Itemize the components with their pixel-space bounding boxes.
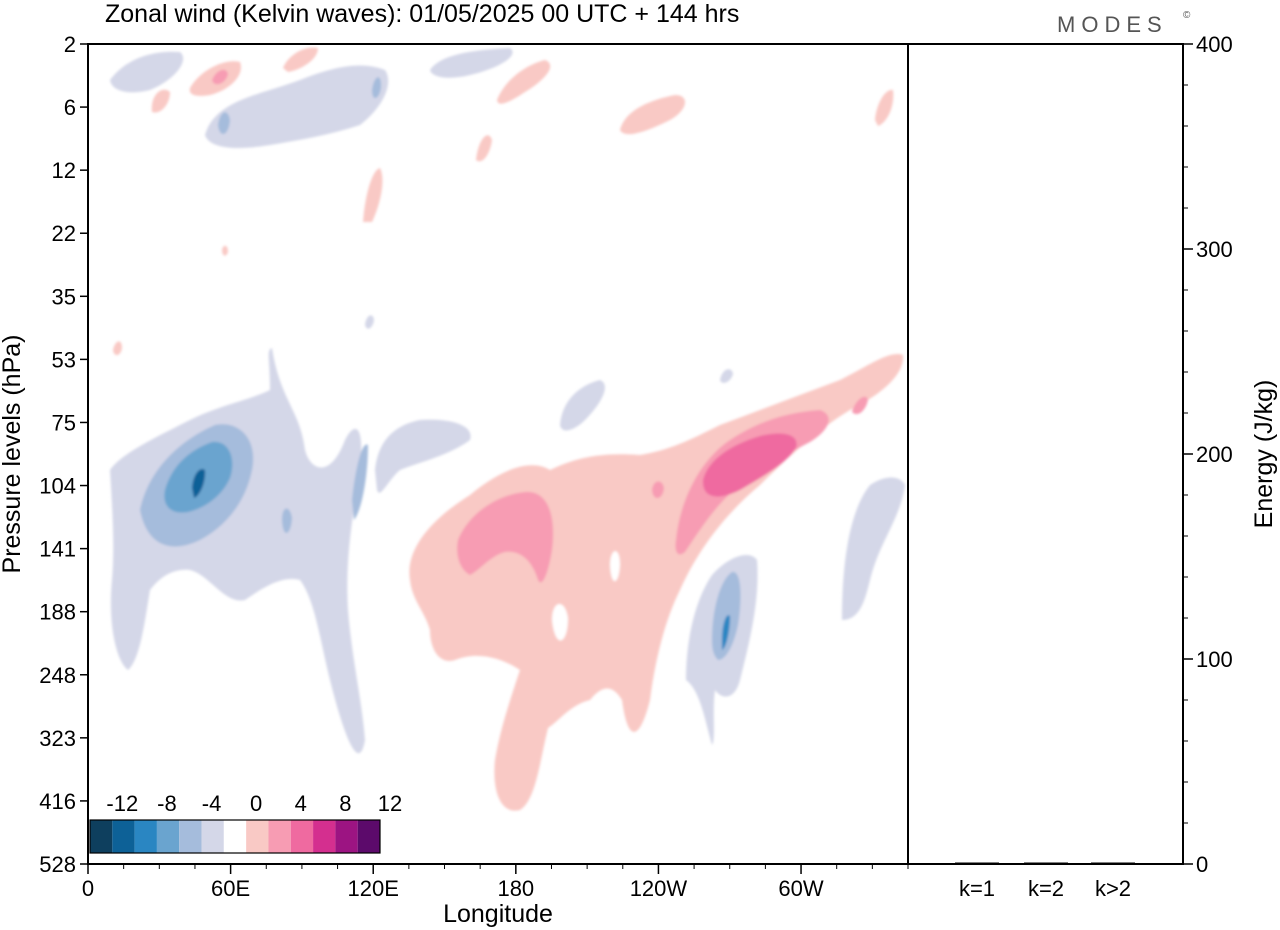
contour-negative-west-strip [375, 419, 471, 493]
contour-negative-east-level3 [722, 615, 730, 650]
energy-axis-label: Energy (J/kg) [1250, 380, 1278, 529]
colorbar-swatch [90, 820, 113, 853]
energy-category-label: k=2 [1028, 876, 1064, 901]
colorbar-swatch [112, 820, 135, 853]
y-axis: 2 6 12 22 35 53 75 104 141 188 248 323 416 528 [39, 32, 88, 877]
colorbar-swatch [201, 820, 224, 853]
contour-positive-upper-2 [283, 47, 318, 72]
colorbar-label: -4 [202, 791, 222, 816]
colorbar-swatch [179, 820, 202, 853]
contour-negative-upper-2 [110, 51, 184, 93]
contour-speck-3 [365, 315, 374, 329]
colorbar: -12 -8 -4 0 4 8 12 [89, 791, 402, 854]
y-tick-label: 6 [64, 95, 76, 120]
x-tick-label: 60W [778, 876, 823, 901]
energy-tick-label: 0 [1196, 852, 1208, 877]
contour-field [110, 47, 905, 811]
energy-tick-label: 100 [1196, 647, 1233, 672]
energy-category-label: k>2 [1095, 876, 1131, 901]
colorbar-swatch [357, 820, 380, 853]
contour-negative-upper-core [218, 112, 230, 135]
contour-positive-level2-west [457, 491, 554, 583]
x-axis: 0 60E 120E 180 120W 60W [82, 864, 909, 901]
energy-tick-label: 400 [1196, 32, 1233, 57]
y-tick-label: 416 [39, 789, 76, 814]
contour-positive-level3-east [702, 433, 797, 497]
colorbar-label: 0 [250, 791, 262, 816]
colorbar-label: 4 [295, 791, 307, 816]
colorbar-frame [89, 819, 381, 854]
energy-bar [1024, 862, 1068, 864]
y-tick-label: 53 [52, 347, 76, 372]
y-tick-label: 104 [39, 474, 76, 499]
colorbar-swatch [313, 820, 336, 853]
contour-speck-4 [720, 369, 733, 383]
x-axis-label: Longitude [443, 900, 553, 928]
x-tick-label: 60E [211, 876, 250, 901]
colorbar-swatch [335, 820, 358, 853]
colorbar-swatch [223, 820, 247, 853]
colorbar-swatch [290, 820, 314, 853]
colorbar-label: 12 [378, 791, 402, 816]
y-tick-label: 12 [52, 158, 76, 183]
contour-positive-main-hole-1 [552, 603, 568, 641]
energy-tick-label: 300 [1196, 237, 1233, 262]
y-tick-label: 323 [39, 726, 76, 751]
colorbar-label: -12 [106, 791, 138, 816]
colorbar-label: -8 [157, 791, 177, 816]
y-tick-label: 75 [52, 410, 76, 435]
colorbar-swatch [268, 820, 291, 853]
contour-positive-level2-small [852, 396, 868, 415]
y-tick-label: 248 [39, 663, 76, 688]
y-tick-label: 2 [64, 32, 76, 57]
energy-bar [1091, 862, 1135, 864]
x-tick-label: 120W [630, 876, 688, 901]
contour-positive-mid-1 [363, 168, 383, 222]
contour-negative-west-strip-core [352, 444, 368, 520]
contour-positive-main [409, 354, 904, 811]
y-tick-label: 35 [52, 284, 76, 309]
contour-speck-1 [113, 341, 122, 356]
contour-speck-2 [222, 245, 228, 256]
colorbar-label: 8 [339, 791, 351, 816]
contour-negative-upper [205, 65, 389, 148]
contour-negative-west-level4 [192, 468, 206, 498]
x-tick-label: 0 [82, 876, 94, 901]
colorbar-swatch [246, 820, 269, 853]
contour-positive-upper-3 [151, 89, 170, 113]
contour-negative-upper-core-2 [372, 77, 382, 99]
contour-positive-upper-4 [497, 60, 551, 104]
contour-positive-upper-7 [476, 135, 492, 162]
y-tick-label: 22 [52, 221, 76, 246]
contour-positive-level2-dot [652, 481, 664, 499]
contour-negative-west [110, 348, 365, 754]
energy-panel-frame [907, 43, 1184, 865]
contour-negative-west-dot [282, 508, 292, 533]
energy-bar [955, 862, 999, 864]
brand-logo: MODES [1057, 12, 1168, 37]
contour-negative-east-level2 [712, 571, 741, 660]
contour-positive-upper-6 [875, 89, 894, 126]
colorbar-swatch [134, 820, 157, 853]
y-tick-label: 141 [39, 537, 76, 562]
contour-positive-main-hole-2 [610, 551, 620, 582]
colorbar-swatch [156, 820, 180, 853]
energy-bar-chart: 0 100 200 300 400 k=1 k=2 k>2 [955, 32, 1233, 901]
chart-title: Zonal wind (Kelvin waves): 01/05/2025 00… [105, 0, 739, 28]
contour-negative-east-3 [560, 380, 605, 431]
contour-positive-upper-1-core [212, 69, 228, 85]
x-tick-label: 120E [348, 876, 399, 901]
energy-tick-label: 200 [1196, 442, 1233, 467]
energy-category-label: k=1 [959, 876, 995, 901]
contour-negative-east-2 [842, 477, 905, 620]
contour-negative-upper-3 [430, 48, 513, 78]
y-axis-label: Pressure levels (hPa) [0, 335, 26, 574]
contour-positive-upper-5 [620, 95, 686, 135]
y-tick-label: 528 [39, 852, 76, 877]
x-tick-label: 180 [497, 876, 534, 901]
y-tick-label: 188 [39, 600, 76, 625]
brand-mark: © [1183, 10, 1191, 21]
